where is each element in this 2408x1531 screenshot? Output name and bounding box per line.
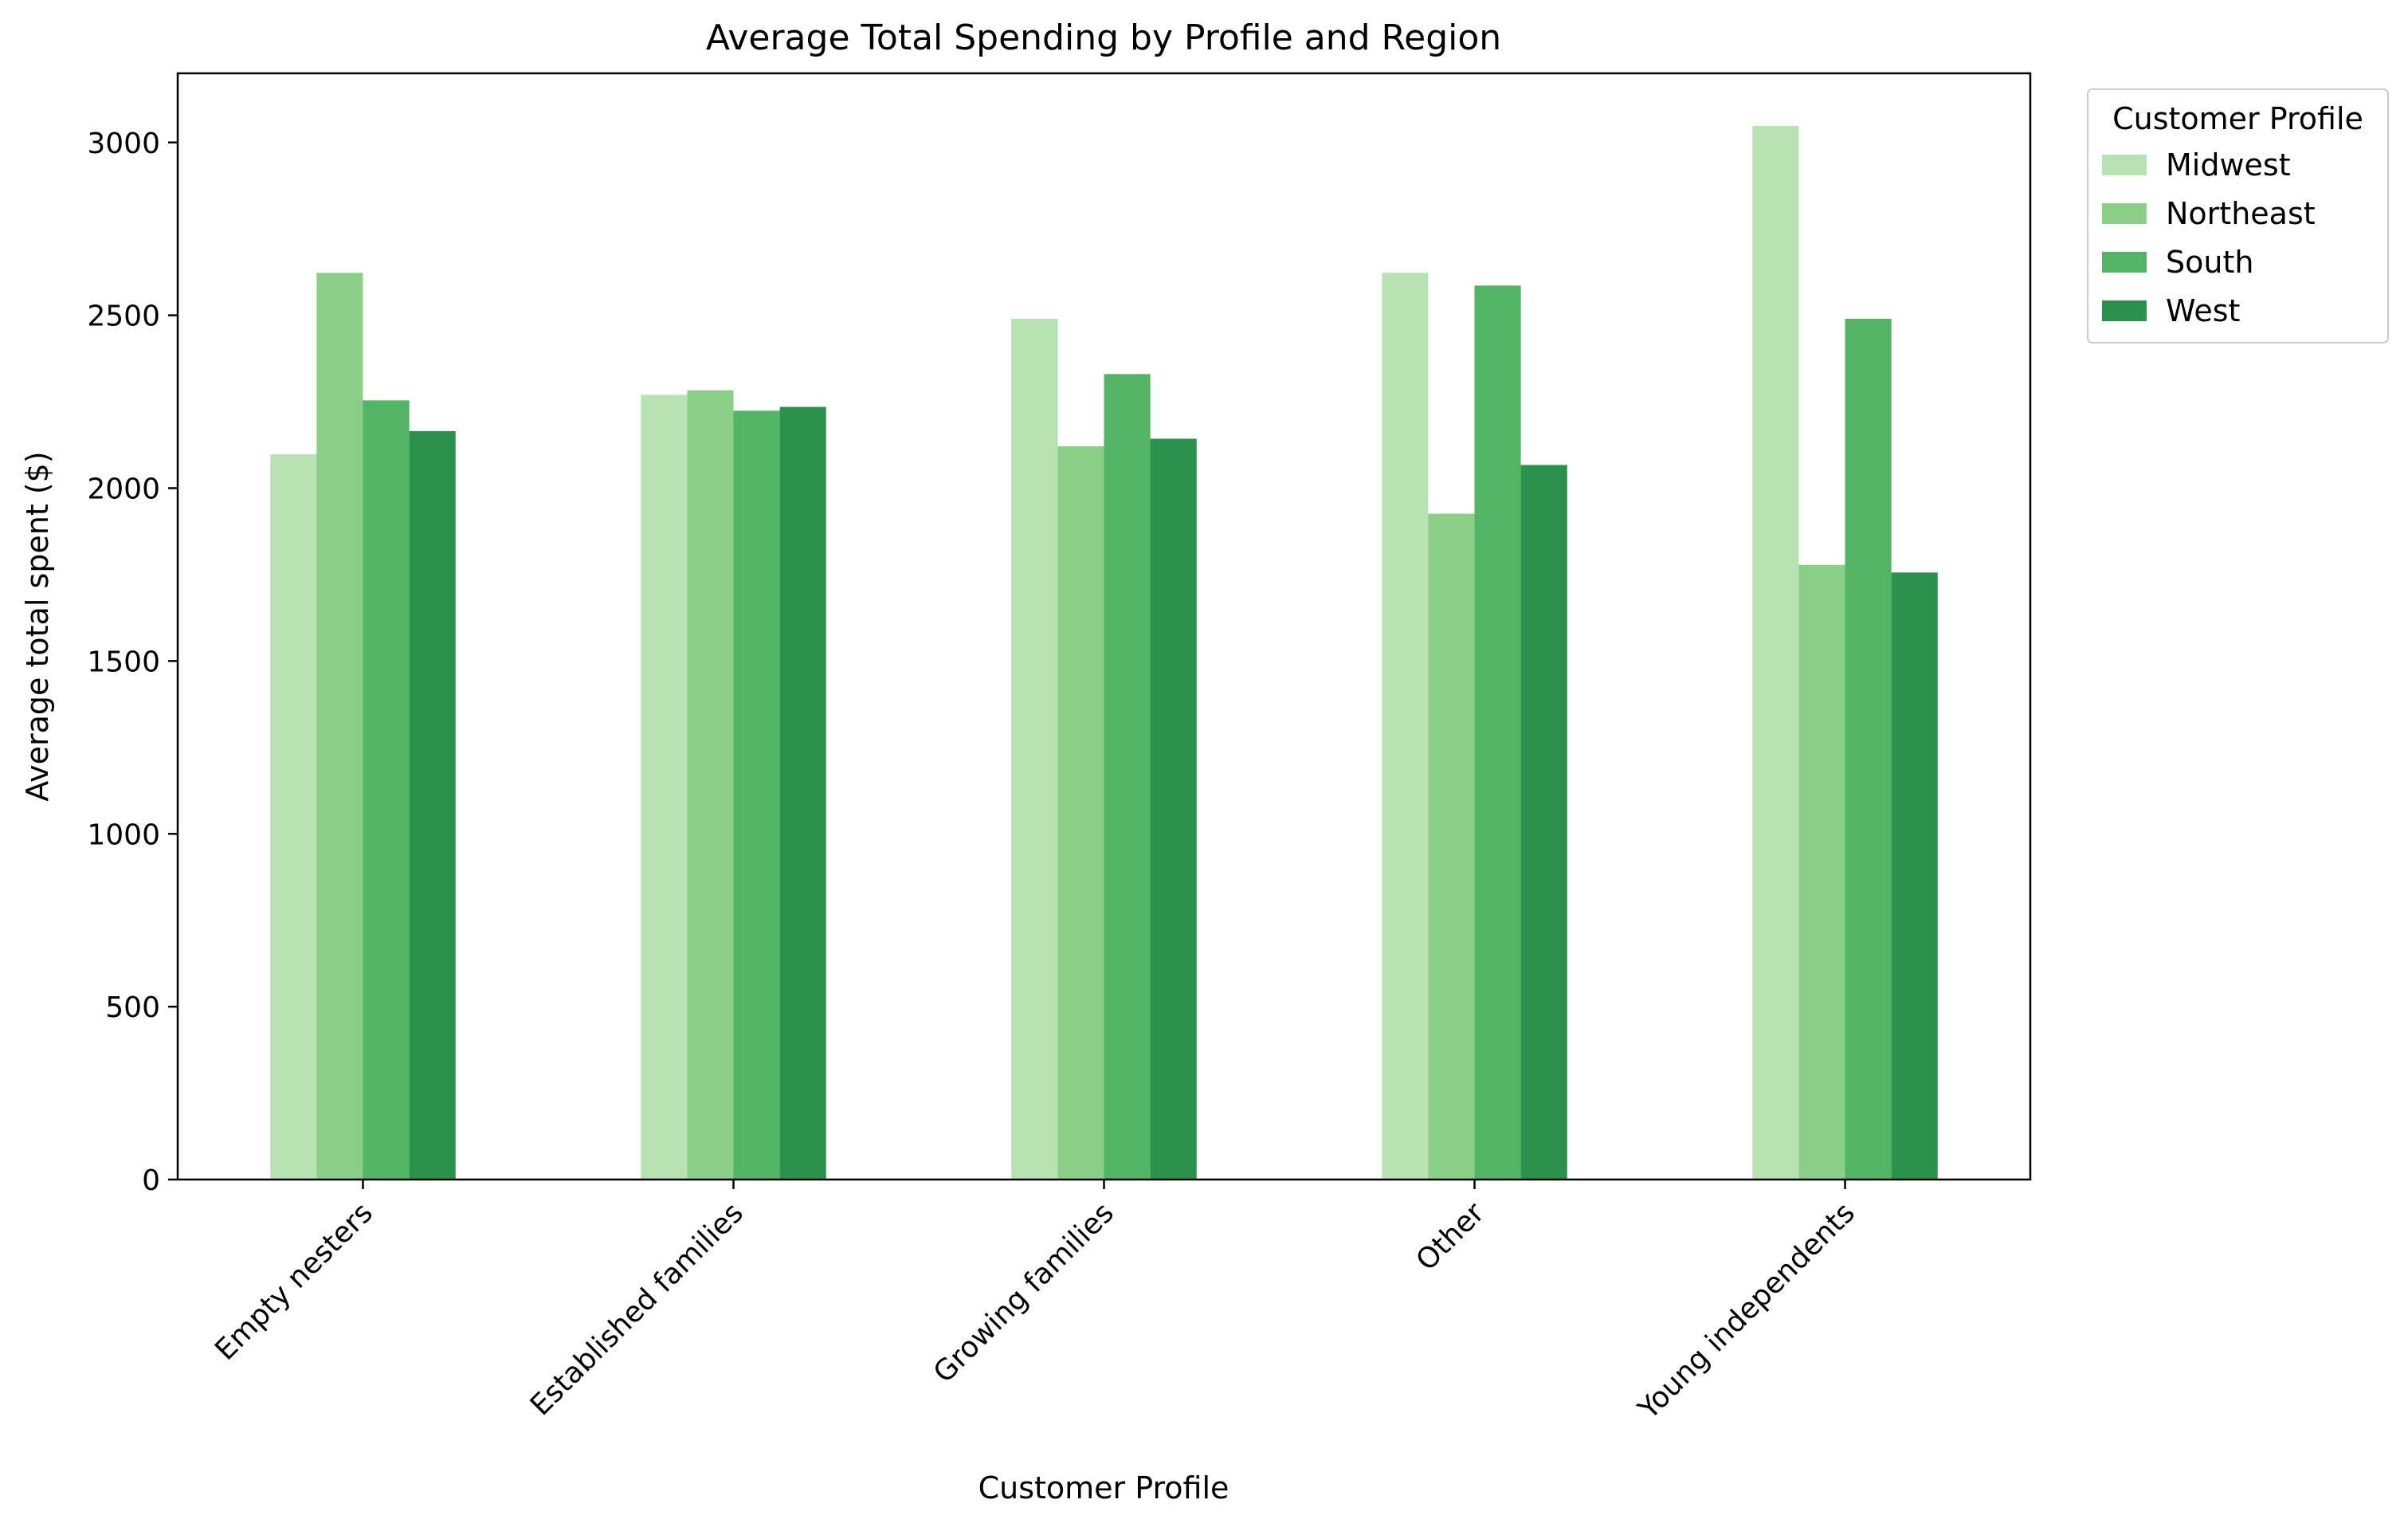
x-tick-label: Empty nesters [209, 1196, 379, 1367]
x-axis: Empty nesters Established families Growing… [209, 1180, 1861, 1427]
legend-swatch [2102, 203, 2147, 224]
bar [1798, 564, 1845, 1180]
legend-box [2087, 88, 2389, 343]
bar [779, 406, 826, 1180]
bar [1057, 446, 1104, 1180]
x-tick-label: Other [1410, 1196, 1491, 1277]
y-tick-label: 2000 [87, 473, 160, 506]
y-tick-label: 3000 [87, 128, 160, 160]
bar [409, 430, 456, 1180]
x-axis-label: Customer Profile [978, 1470, 1229, 1505]
bar [641, 395, 688, 1180]
y-tick-label: 1500 [87, 646, 160, 678]
legend-title: Customer Profile [2112, 101, 2363, 136]
bar [1520, 465, 1567, 1180]
legend-label: West [2166, 293, 2240, 328]
legend-label: Northeast [2166, 196, 2316, 231]
legend-label: Midwest [2166, 147, 2291, 183]
legend-swatch [2102, 252, 2147, 273]
bar [1150, 438, 1197, 1180]
bar [1891, 572, 1938, 1180]
bar [1104, 374, 1151, 1180]
x-tick-label: Young independents [1632, 1196, 1861, 1426]
legend-label: South [2166, 245, 2253, 280]
bar [1752, 125, 1799, 1180]
legend-swatch [2102, 300, 2147, 321]
bar [1474, 285, 1521, 1180]
x-tick-label: Established families [524, 1196, 750, 1422]
bar [1382, 273, 1429, 1180]
plot-area [270, 125, 1938, 1180]
y-axis: 0 500 1000 1500 2000 2500 3000 [87, 128, 178, 1197]
bar [687, 390, 734, 1180]
x-tick-label: Growing families [928, 1196, 1120, 1389]
bar [270, 453, 317, 1180]
bar [733, 410, 780, 1180]
legend-swatch [2102, 155, 2147, 175]
legend: Customer Profile Midwest Northeast South Wes… [2087, 88, 2389, 343]
bar [316, 273, 363, 1180]
bar [1845, 318, 1892, 1180]
bar [1428, 513, 1475, 1180]
bar [363, 400, 410, 1180]
y-tick-label: 0 [142, 1164, 160, 1197]
y-axis-label: Average total spent ($) [20, 451, 55, 801]
y-tick-label: 2500 [87, 300, 160, 333]
y-tick-label: 1000 [87, 818, 160, 851]
y-tick-label: 500 [105, 991, 160, 1024]
bar [1011, 318, 1058, 1180]
chart-title: Average Total Spending by Profile and Re… [706, 18, 1501, 58]
